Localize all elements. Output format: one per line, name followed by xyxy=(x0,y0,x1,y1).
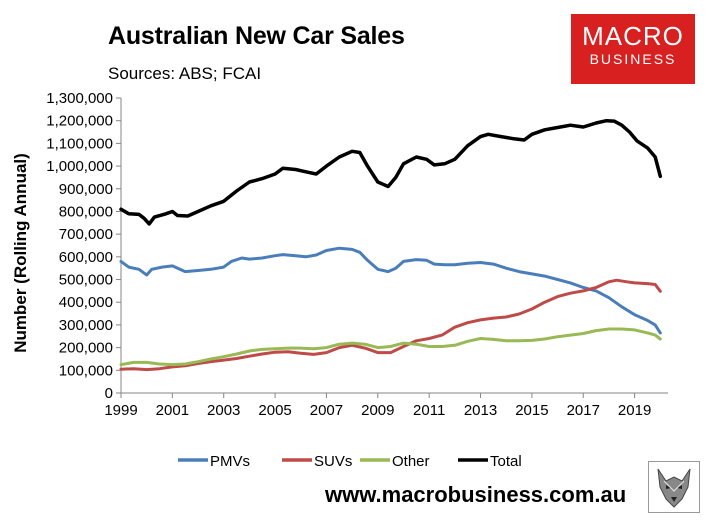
x-tick-label: 1999 xyxy=(104,402,137,419)
series-line-suvs xyxy=(119,278,662,372)
x-tick-label: 2005 xyxy=(258,402,291,419)
brand-line-2: BUSINESS xyxy=(589,51,677,67)
legend-label-other: Other xyxy=(392,453,430,470)
y-tick-label: 400,000 xyxy=(59,294,113,311)
y-tick-label: 100,000 xyxy=(59,362,113,379)
brand-line-1: MACRO xyxy=(582,21,684,51)
x-tick-label: 2011 xyxy=(413,402,445,419)
y-tick-label: 0 xyxy=(105,385,113,402)
y-axis-ticks: 0 100,000 200,000 300,000 400,000 500,000 600,… xyxy=(46,90,121,402)
y-tick-label: 1,100,000 xyxy=(46,135,113,152)
chart-legend: PMVs SUVs Other Total xyxy=(178,453,522,470)
x-tick-label: 2017 xyxy=(567,402,600,419)
y-tick-label: 200,000 xyxy=(59,340,113,357)
y-tick-label: 1,000,000 xyxy=(46,158,113,175)
chart-subtitle: Sources: ABS; FCAI xyxy=(108,64,262,83)
legend-label-total: Total xyxy=(490,453,522,470)
y-tick-label: 800,000 xyxy=(59,203,113,220)
wolf-head-icon xyxy=(648,461,700,518)
y-axis-label: Number (Rolling Annual) xyxy=(11,153,30,353)
chart-title: Australian New Car Sales xyxy=(108,22,405,50)
y-tick-label: 700,000 xyxy=(59,226,113,243)
legend-label-suvs: SUVs xyxy=(314,453,352,470)
chart-axes xyxy=(120,98,668,394)
y-tick-label: 300,000 xyxy=(59,317,113,334)
x-tick-label: 2009 xyxy=(361,402,394,419)
y-tick-label: 1,300,000 xyxy=(46,90,113,107)
chart-series-lines xyxy=(119,118,663,372)
y-tick-label: 500,000 xyxy=(59,272,113,289)
series-line-total xyxy=(119,118,663,226)
x-tick-label: 2015 xyxy=(515,402,548,419)
macrobusiness-brand-logo: MACRO BUSINESS xyxy=(571,14,695,84)
y-tick-label: 1,200,000 xyxy=(46,113,113,130)
series-line-other xyxy=(119,327,662,367)
x-tick-label: 2003 xyxy=(207,402,240,419)
series-line-pmvs xyxy=(119,246,662,335)
y-tick-label: 900,000 xyxy=(59,181,113,198)
x-tick-label: 2019 xyxy=(618,402,651,419)
legend-label-pmvs: PMVs xyxy=(210,453,250,470)
x-axis-ticks: 1999 2001 2003 2005 2007 2009 2011 2013 2015 2017… xyxy=(104,393,651,419)
y-tick-label: 600,000 xyxy=(59,249,113,266)
x-tick-label: 2007 xyxy=(310,402,343,419)
x-tick-label: 2013 xyxy=(464,402,497,419)
x-tick-label: 2001 xyxy=(156,402,189,419)
website-url: www.macrobusiness.com.au xyxy=(325,482,627,507)
